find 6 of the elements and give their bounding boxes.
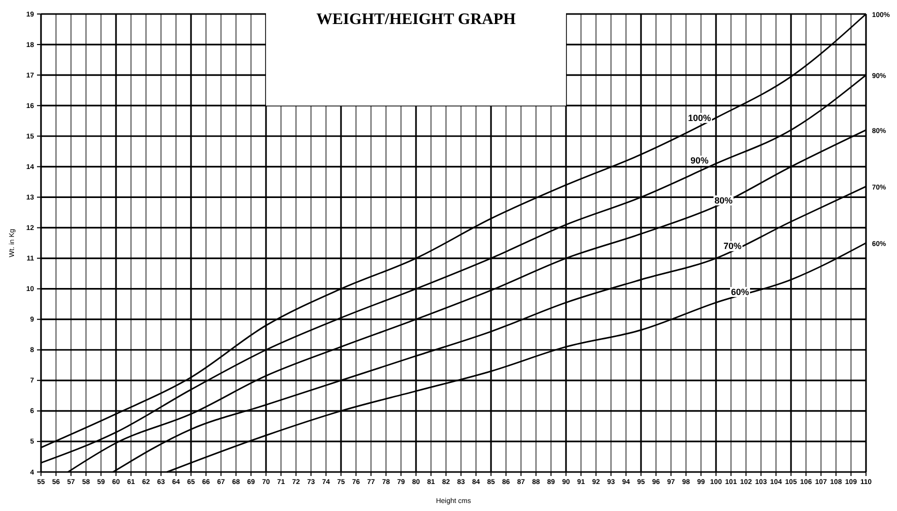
- annotation: 70%: [723, 241, 742, 252]
- annotation: 90%: [690, 156, 709, 166]
- annotation: 80%: [714, 195, 733, 206]
- chart-title: WEIGHT/HEIGHT GRAPH: [316, 11, 516, 28]
- annotation: 100%: [688, 112, 712, 123]
- annotation: 60%: [730, 287, 750, 298]
